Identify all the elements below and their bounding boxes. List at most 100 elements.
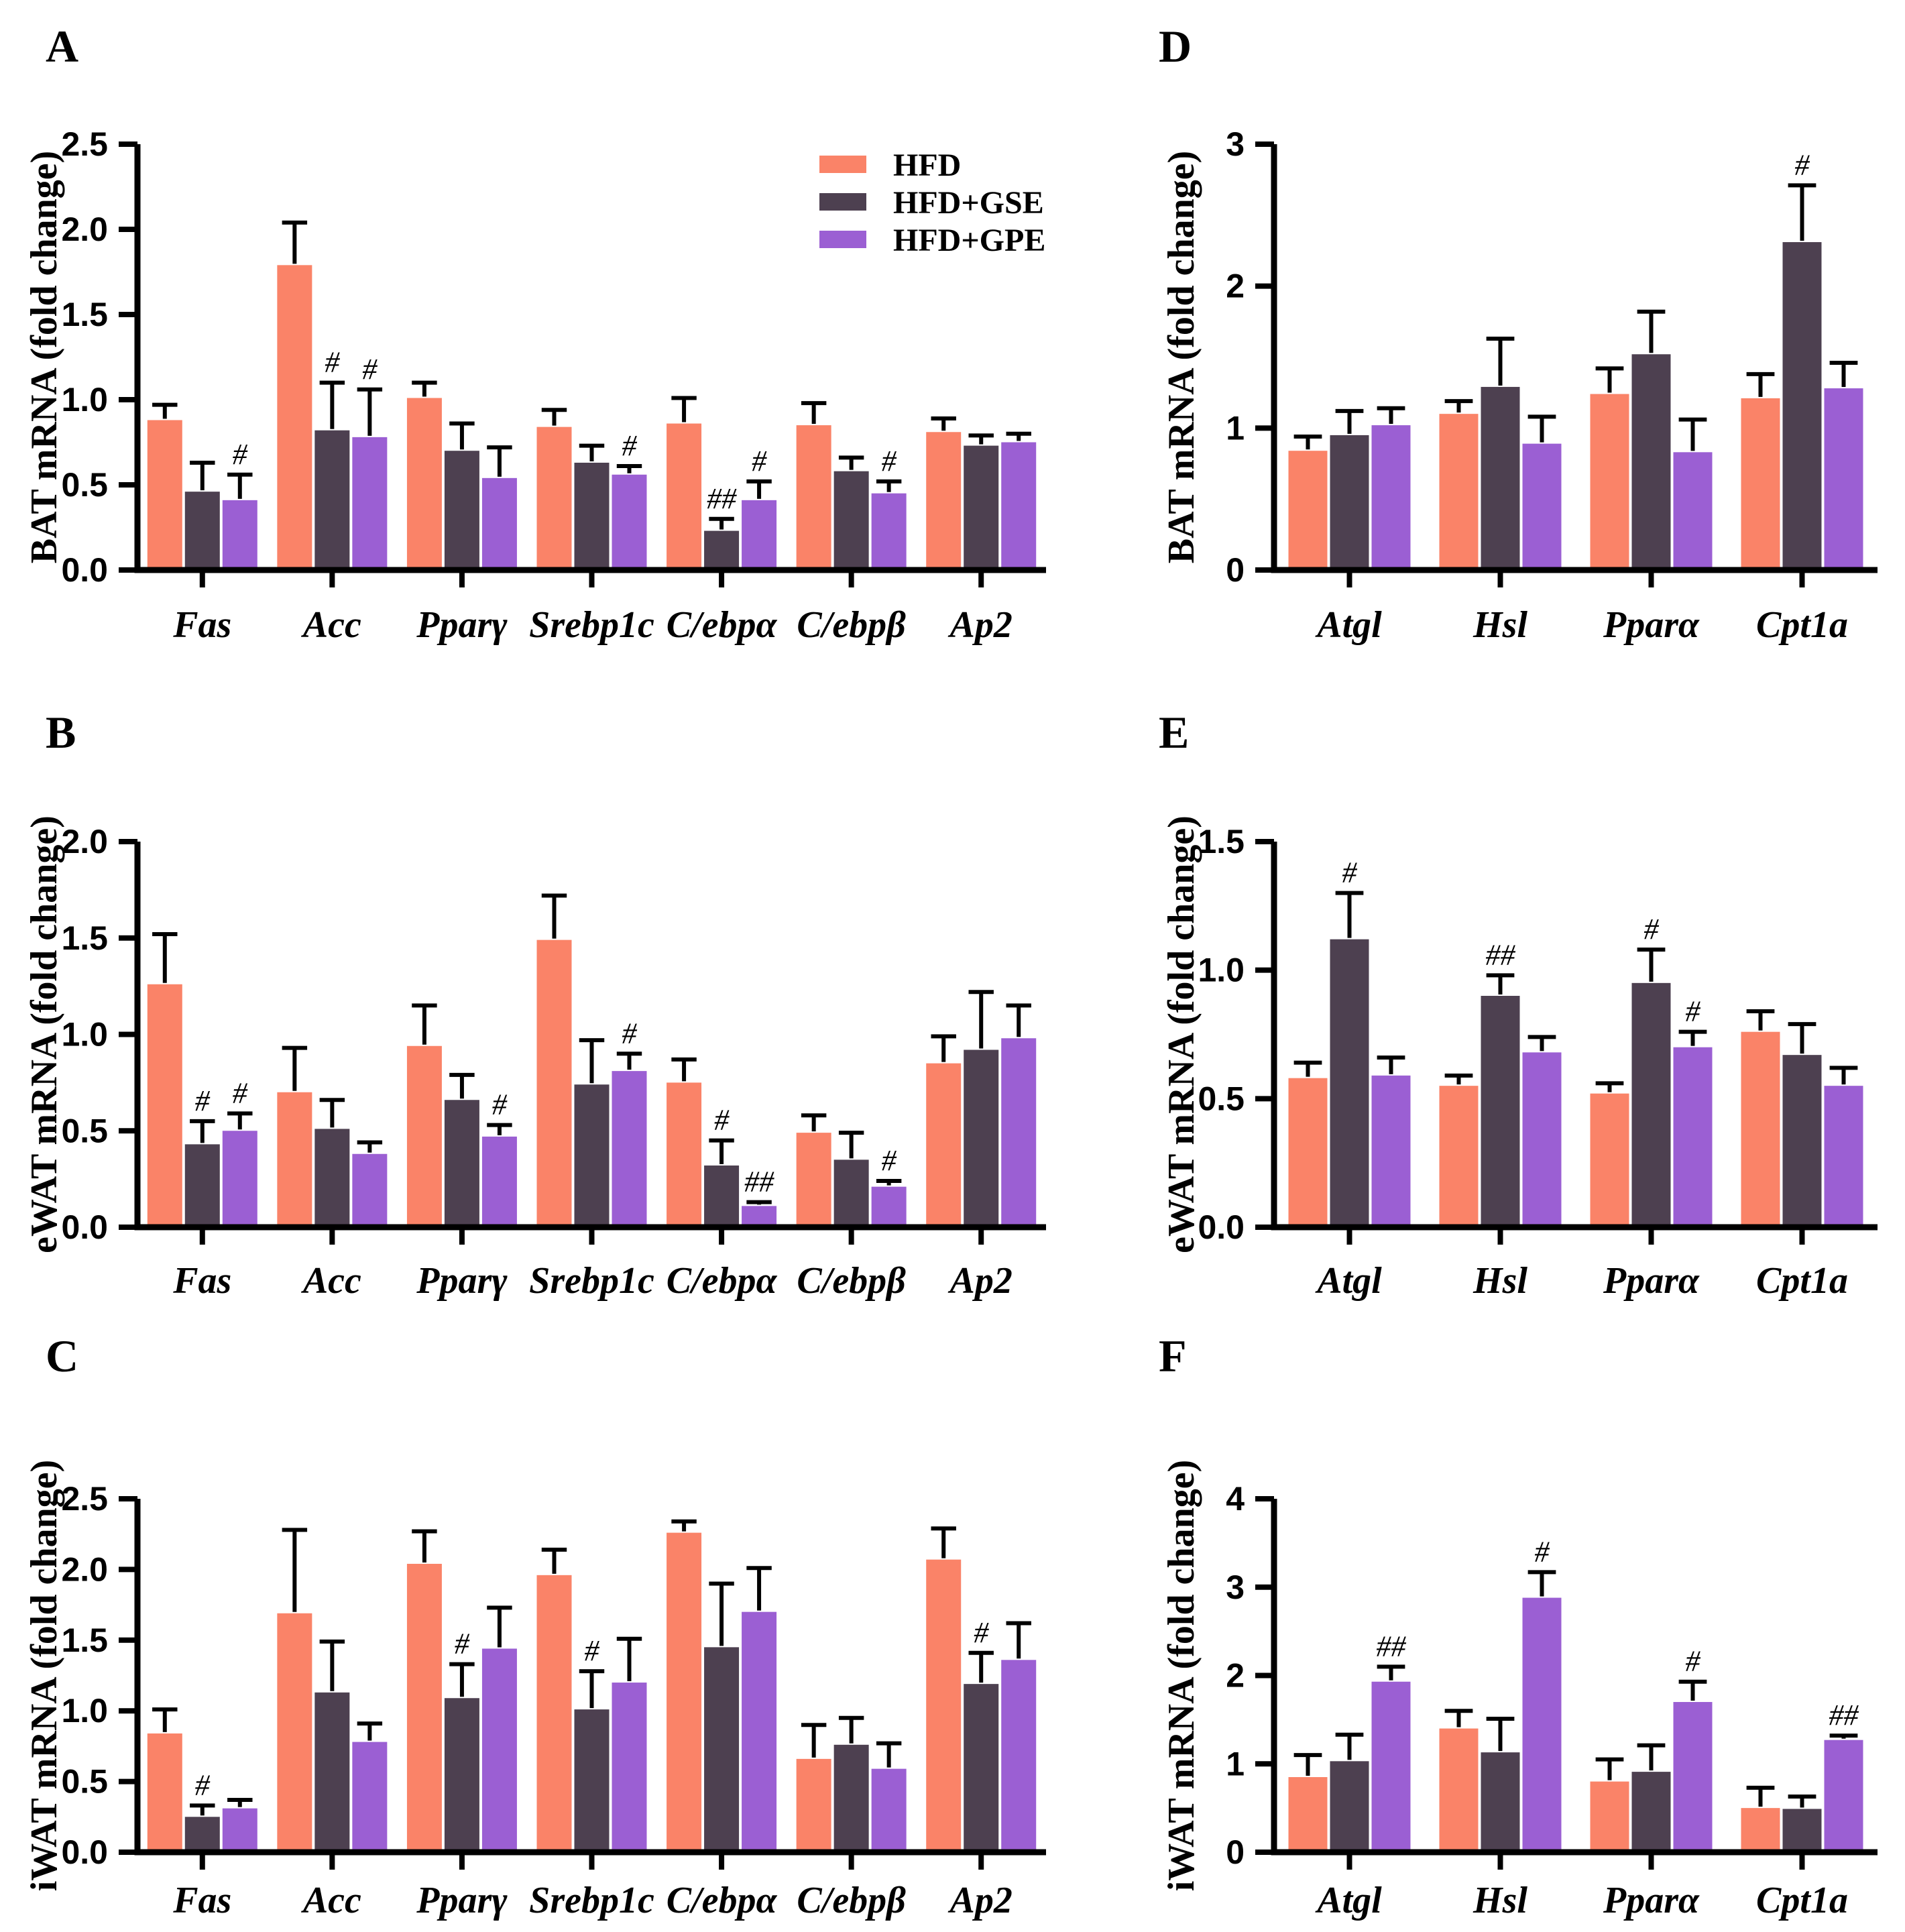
bar-A-Acc-HFD (277, 265, 312, 570)
legend-swatch-HFD+GSE (819, 193, 866, 211)
bar-B-Acc-HFD (277, 1092, 312, 1227)
bar-C-Acc-HFD+GSE (314, 1692, 350, 1852)
significance-marker: # (233, 438, 248, 471)
bar-A-Fas-HFD+GSE (184, 492, 220, 570)
category-label-Pparα: Pparα (1603, 1260, 1700, 1302)
legend-label-HFD+GPE: HFD+GPE (893, 223, 1045, 258)
bar-B-C/ebpβ-HFD+GPE (871, 1186, 907, 1227)
legend-label-HFD+GSE: HFD+GSE (893, 185, 1044, 221)
y-axis-title: BAT mRNA (fold change) (23, 151, 65, 564)
bar-D-Pparα-HFD+GPE (1673, 452, 1713, 570)
y-tick-label: 1 (1226, 409, 1245, 447)
bar-E-Hsl-HFD+GPE (1522, 1052, 1562, 1227)
bar-A-Acc-HFD+GSE (314, 430, 350, 570)
panel-label-B: B (46, 707, 76, 758)
significance-marker: # (882, 445, 897, 477)
bar-A-Pparγ-HFD+GPE (481, 477, 517, 570)
bar-F-Atgl-HFD+GPE (1371, 1681, 1411, 1852)
y-tick-label: 1 (1226, 1745, 1245, 1782)
category-label-Atgl: Atgl (1315, 1260, 1382, 1302)
panel-A: #Fas# #Acc Pparγ#Srebp1c###C/ebpα#C/ebpβ Ap… (23, 21, 1046, 646)
bar-F-Cpt1a-HFD+GPE (1824, 1740, 1863, 1852)
category-label-C/ebpβ: C/ebpβ (797, 1260, 906, 1302)
y-tick-label: 1.0 (61, 381, 108, 418)
bar-C-Acc-HFD+GPE (352, 1742, 388, 1852)
bar-A-Fas-HFD+GPE (222, 500, 257, 570)
panel-label-D: D (1159, 21, 1192, 72)
bar-C-Srebp1c-HFD (536, 1575, 572, 1852)
bar-F-Pparα-HFD+GPE (1673, 1702, 1713, 1852)
y-axis-title: eWAT mRNA (fold change) (23, 815, 65, 1253)
category-label-C/ebpα: C/ebpα (667, 604, 778, 646)
category-label-Ap2: Ap2 (948, 1880, 1013, 1921)
bar-D-Pparα-HFD (1590, 394, 1629, 570)
bar-B-Fas-HFD+GPE (222, 1131, 257, 1227)
panel-B: # #Fas Acc#Pparγ#Srebp1c###C/ebpα#C/ebpβ Ap… (23, 707, 1046, 1302)
bar-F-Hsl-HFD+GSE (1481, 1752, 1520, 1852)
legend-label-HFD: HFD (893, 148, 961, 183)
bar-A-Pparγ-HFD+GSE (444, 451, 479, 570)
y-tick-label: 0.0 (1198, 1208, 1245, 1246)
category-label-Hsl: Hsl (1473, 1260, 1527, 1302)
bar-C-C/ebpβ-HFD+GSE (833, 1744, 869, 1852)
bar-A-Acc-HFD+GPE (352, 437, 388, 570)
bar-B-Srebp1c-HFD+GPE (612, 1071, 647, 1227)
significance-marker: # (1686, 995, 1701, 1028)
bar-C-Pparγ-HFD (406, 1563, 442, 1852)
category-label-Atgl: Atgl (1315, 604, 1382, 646)
y-axis-title: eWAT mRNA (fold change) (1161, 815, 1202, 1253)
panel-C: # Fas Acc # Pparγ # Srebp1c C/ebpα C/ebpβ # Ap2 0.0… (23, 1330, 1046, 1921)
bar-B-C/ebpα-HFD+GPE (742, 1206, 777, 1227)
bar-C-C/ebpα-HFD+GSE (704, 1647, 740, 1852)
bar-E-Atgl-HFD+GSE (1330, 939, 1369, 1227)
category-label-Cpt1a: Cpt1a (1756, 1260, 1848, 1302)
category-label-Atgl: Atgl (1315, 1880, 1382, 1921)
bar-F-Cpt1a-HFD (1741, 1808, 1780, 1852)
category-label-Cpt1a: Cpt1a (1756, 604, 1848, 646)
bar-B-Ap2-HFD (926, 1063, 962, 1227)
bar-B-Srebp1c-HFD (536, 940, 572, 1227)
y-tick-label: 0.0 (61, 1833, 108, 1871)
y-tick-label: 1.5 (61, 919, 108, 957)
y-tick-label: 0.5 (61, 1112, 108, 1149)
bar-F-Pparα-HFD+GSE (1631, 1772, 1671, 1852)
bar-A-C/ebpα-HFD+GSE (704, 530, 740, 570)
y-tick-label: 2 (1226, 1657, 1245, 1695)
bar-D-Atgl-HFD+GSE (1330, 435, 1369, 570)
category-label-Fas: Fas (172, 1260, 231, 1302)
category-label-Srebp1c: Srebp1c (529, 604, 654, 646)
category-label-Cpt1a: Cpt1a (1756, 1880, 1848, 1921)
bar-A-Ap2-HFD+GSE (964, 445, 999, 570)
legend-swatch-HFD (819, 156, 866, 173)
bar-E-Cpt1a-HFD+GPE (1824, 1086, 1863, 1227)
category-label-Ap2: Ap2 (948, 1260, 1013, 1302)
y-tick-label: 1.5 (1198, 823, 1245, 860)
bar-C-Fas-HFD+GSE (184, 1817, 220, 1852)
significance-marker: # (1342, 856, 1358, 889)
category-label-Srebp1c: Srebp1c (529, 1880, 654, 1921)
bar-C-Fas-HFD (147, 1733, 182, 1852)
bar-A-C/ebpα-HFD (667, 423, 702, 570)
y-axis-title: iWAT mRNA (fold change) (1161, 1460, 1202, 1892)
legend-swatch-HFD+GPE (819, 231, 866, 248)
bar-B-Pparγ-HFD+GPE (481, 1136, 517, 1227)
bar-A-C/ebpβ-HFD (796, 425, 831, 570)
bar-D-Cpt1a-HFD+GSE (1782, 242, 1822, 570)
y-tick-label: 2 (1226, 268, 1245, 305)
bar-C-Srebp1c-HFD+GPE (612, 1683, 647, 1852)
bar-C-C/ebpα-HFD (667, 1532, 702, 1852)
bar-B-C/ebpα-HFD+GSE (704, 1166, 740, 1227)
bar-B-Fas-HFD (147, 984, 182, 1227)
significance-marker: ## (1829, 1699, 1859, 1731)
panel-label-E: E (1159, 707, 1189, 758)
bar-D-Cpt1a-HFD (1741, 398, 1780, 570)
category-label-C/ebpβ: C/ebpβ (797, 604, 906, 646)
bar-D-Hsl-HFD (1439, 414, 1479, 570)
bar-A-Ap2-HFD+GPE (1001, 442, 1037, 570)
category-label-Pparα: Pparα (1603, 604, 1700, 646)
bar-E-Hsl-HFD+GSE (1481, 996, 1520, 1227)
y-tick-label: 1.0 (61, 1692, 108, 1729)
category-label-Ap2: Ap2 (948, 604, 1013, 646)
